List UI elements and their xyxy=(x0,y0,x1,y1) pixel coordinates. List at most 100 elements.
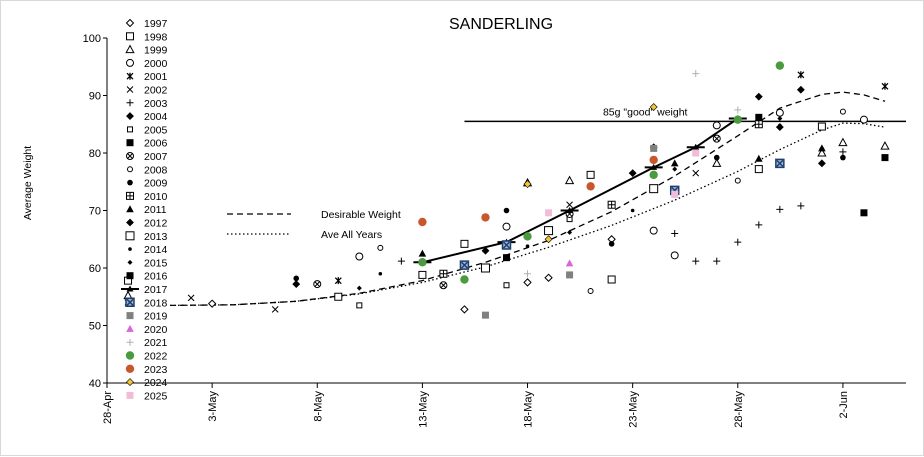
y-tick-label: 50 xyxy=(89,321,101,333)
legend-marker-2019 xyxy=(126,312,134,320)
legend-label-2002: 2002 xyxy=(144,85,168,97)
legend-marker-2024 xyxy=(126,378,134,387)
legend-marker-2000 xyxy=(126,58,134,67)
x-tick-label: 2-Jun xyxy=(838,391,850,419)
legend-label-2013: 2013 xyxy=(144,231,168,243)
point-2013 xyxy=(649,184,659,194)
point-2022 xyxy=(418,258,427,267)
point-2024 xyxy=(523,180,532,188)
x-tick-label: 8-May xyxy=(312,391,324,422)
point-2015 xyxy=(819,145,825,151)
point-2009 xyxy=(608,241,615,247)
point-2000 xyxy=(670,251,679,260)
point-2013 xyxy=(544,226,554,236)
x-tick-label: 23-May xyxy=(628,391,640,428)
point-2014 xyxy=(378,271,383,276)
point-2000 xyxy=(502,222,511,231)
legend-marker-2012 xyxy=(126,218,134,227)
legend-marker-2018-x xyxy=(126,298,134,306)
legend-label-2024: 2024 xyxy=(144,377,168,389)
legend-label-2017: 2017 xyxy=(144,284,168,296)
legend-marker-2002 xyxy=(126,86,134,93)
legend-label-2015: 2015 xyxy=(144,257,168,269)
point-2004 xyxy=(292,280,301,289)
data-points xyxy=(123,61,890,319)
point-2003 xyxy=(839,148,847,156)
point-2006 xyxy=(755,113,763,121)
point-2009 xyxy=(503,207,510,214)
point-2000 xyxy=(775,108,784,117)
point-2015 xyxy=(567,229,573,235)
point-2025 xyxy=(671,190,679,198)
legend-marker-2007-x xyxy=(127,153,133,159)
legend-label-2020: 2020 xyxy=(144,324,168,336)
curve-legend-label-1: Ave All Years xyxy=(321,229,382,241)
legend-marker-1998 xyxy=(126,32,134,41)
point-2001 xyxy=(797,71,805,79)
point-2003 xyxy=(734,238,742,246)
legend-label-1997: 1997 xyxy=(144,18,168,30)
point-2013 xyxy=(480,263,490,273)
legend-marker-2023 xyxy=(125,364,135,373)
point-2019 xyxy=(481,311,489,319)
legend-marker-2014 xyxy=(128,247,132,251)
curves xyxy=(170,91,886,307)
point-2023 xyxy=(481,213,490,222)
y-tick-label: 100 xyxy=(83,33,101,45)
point-2023 xyxy=(649,155,658,165)
point-2017 xyxy=(650,163,658,170)
point-2006 xyxy=(881,154,889,162)
point-1997 xyxy=(544,273,553,282)
legend-marker-2013 xyxy=(125,231,135,241)
legend-label-2007: 2007 xyxy=(144,151,168,163)
point-2015 xyxy=(777,116,783,121)
point-1998 xyxy=(586,170,595,179)
point-2025 xyxy=(545,209,553,217)
point-2012 xyxy=(817,159,826,168)
point-2000 xyxy=(355,252,364,261)
y-tick-label: 90 xyxy=(89,91,101,103)
legend-label-2012: 2012 xyxy=(144,218,168,230)
point-2003 xyxy=(755,221,763,229)
legend-marker-2006 xyxy=(126,139,134,147)
legend-marker-2003 xyxy=(126,99,134,107)
legend-label-2014: 2014 xyxy=(144,244,168,256)
point-2003 xyxy=(397,257,405,265)
point-2001 xyxy=(334,277,342,285)
x-tick-label: 13-May xyxy=(417,391,429,428)
point-2023 xyxy=(586,182,595,191)
point-2022 xyxy=(460,275,469,284)
point-2020 xyxy=(565,259,574,267)
y-tick-label: 40 xyxy=(89,378,101,390)
point-2005 xyxy=(503,282,510,289)
point-2009 xyxy=(293,275,300,282)
point-1998 xyxy=(817,122,826,131)
y-axis-label: Average Weight xyxy=(22,146,34,220)
reference-line-group: 85g "good" weight xyxy=(464,106,906,123)
point-2007-x xyxy=(314,281,321,287)
point-2018-x xyxy=(502,241,511,249)
point-2010 xyxy=(754,120,763,129)
point-2000 xyxy=(859,115,868,124)
legend-label-2008: 2008 xyxy=(144,164,168,176)
point-2010 xyxy=(607,200,616,209)
point-1998 xyxy=(754,165,763,174)
legend-label-2001: 2001 xyxy=(144,71,168,83)
point-2002 xyxy=(566,201,573,209)
point-2003 xyxy=(692,257,700,265)
legend-label-2000: 2000 xyxy=(144,58,168,70)
x-tick-label: 3-May xyxy=(207,391,219,422)
point-2024 xyxy=(544,235,553,244)
legend-label-2023: 2023 xyxy=(144,364,168,376)
point-2008 xyxy=(587,288,594,294)
point-2005 xyxy=(356,302,363,309)
y-tick-label: 60 xyxy=(89,263,101,275)
y-tick-label: 80 xyxy=(89,148,101,160)
point-2000 xyxy=(712,121,721,130)
legend-marker-2009 xyxy=(127,179,133,186)
point-2002 xyxy=(271,306,279,313)
legend-label-2022: 2022 xyxy=(144,351,168,363)
point-1998 xyxy=(334,292,343,301)
point-1999 xyxy=(838,137,848,147)
